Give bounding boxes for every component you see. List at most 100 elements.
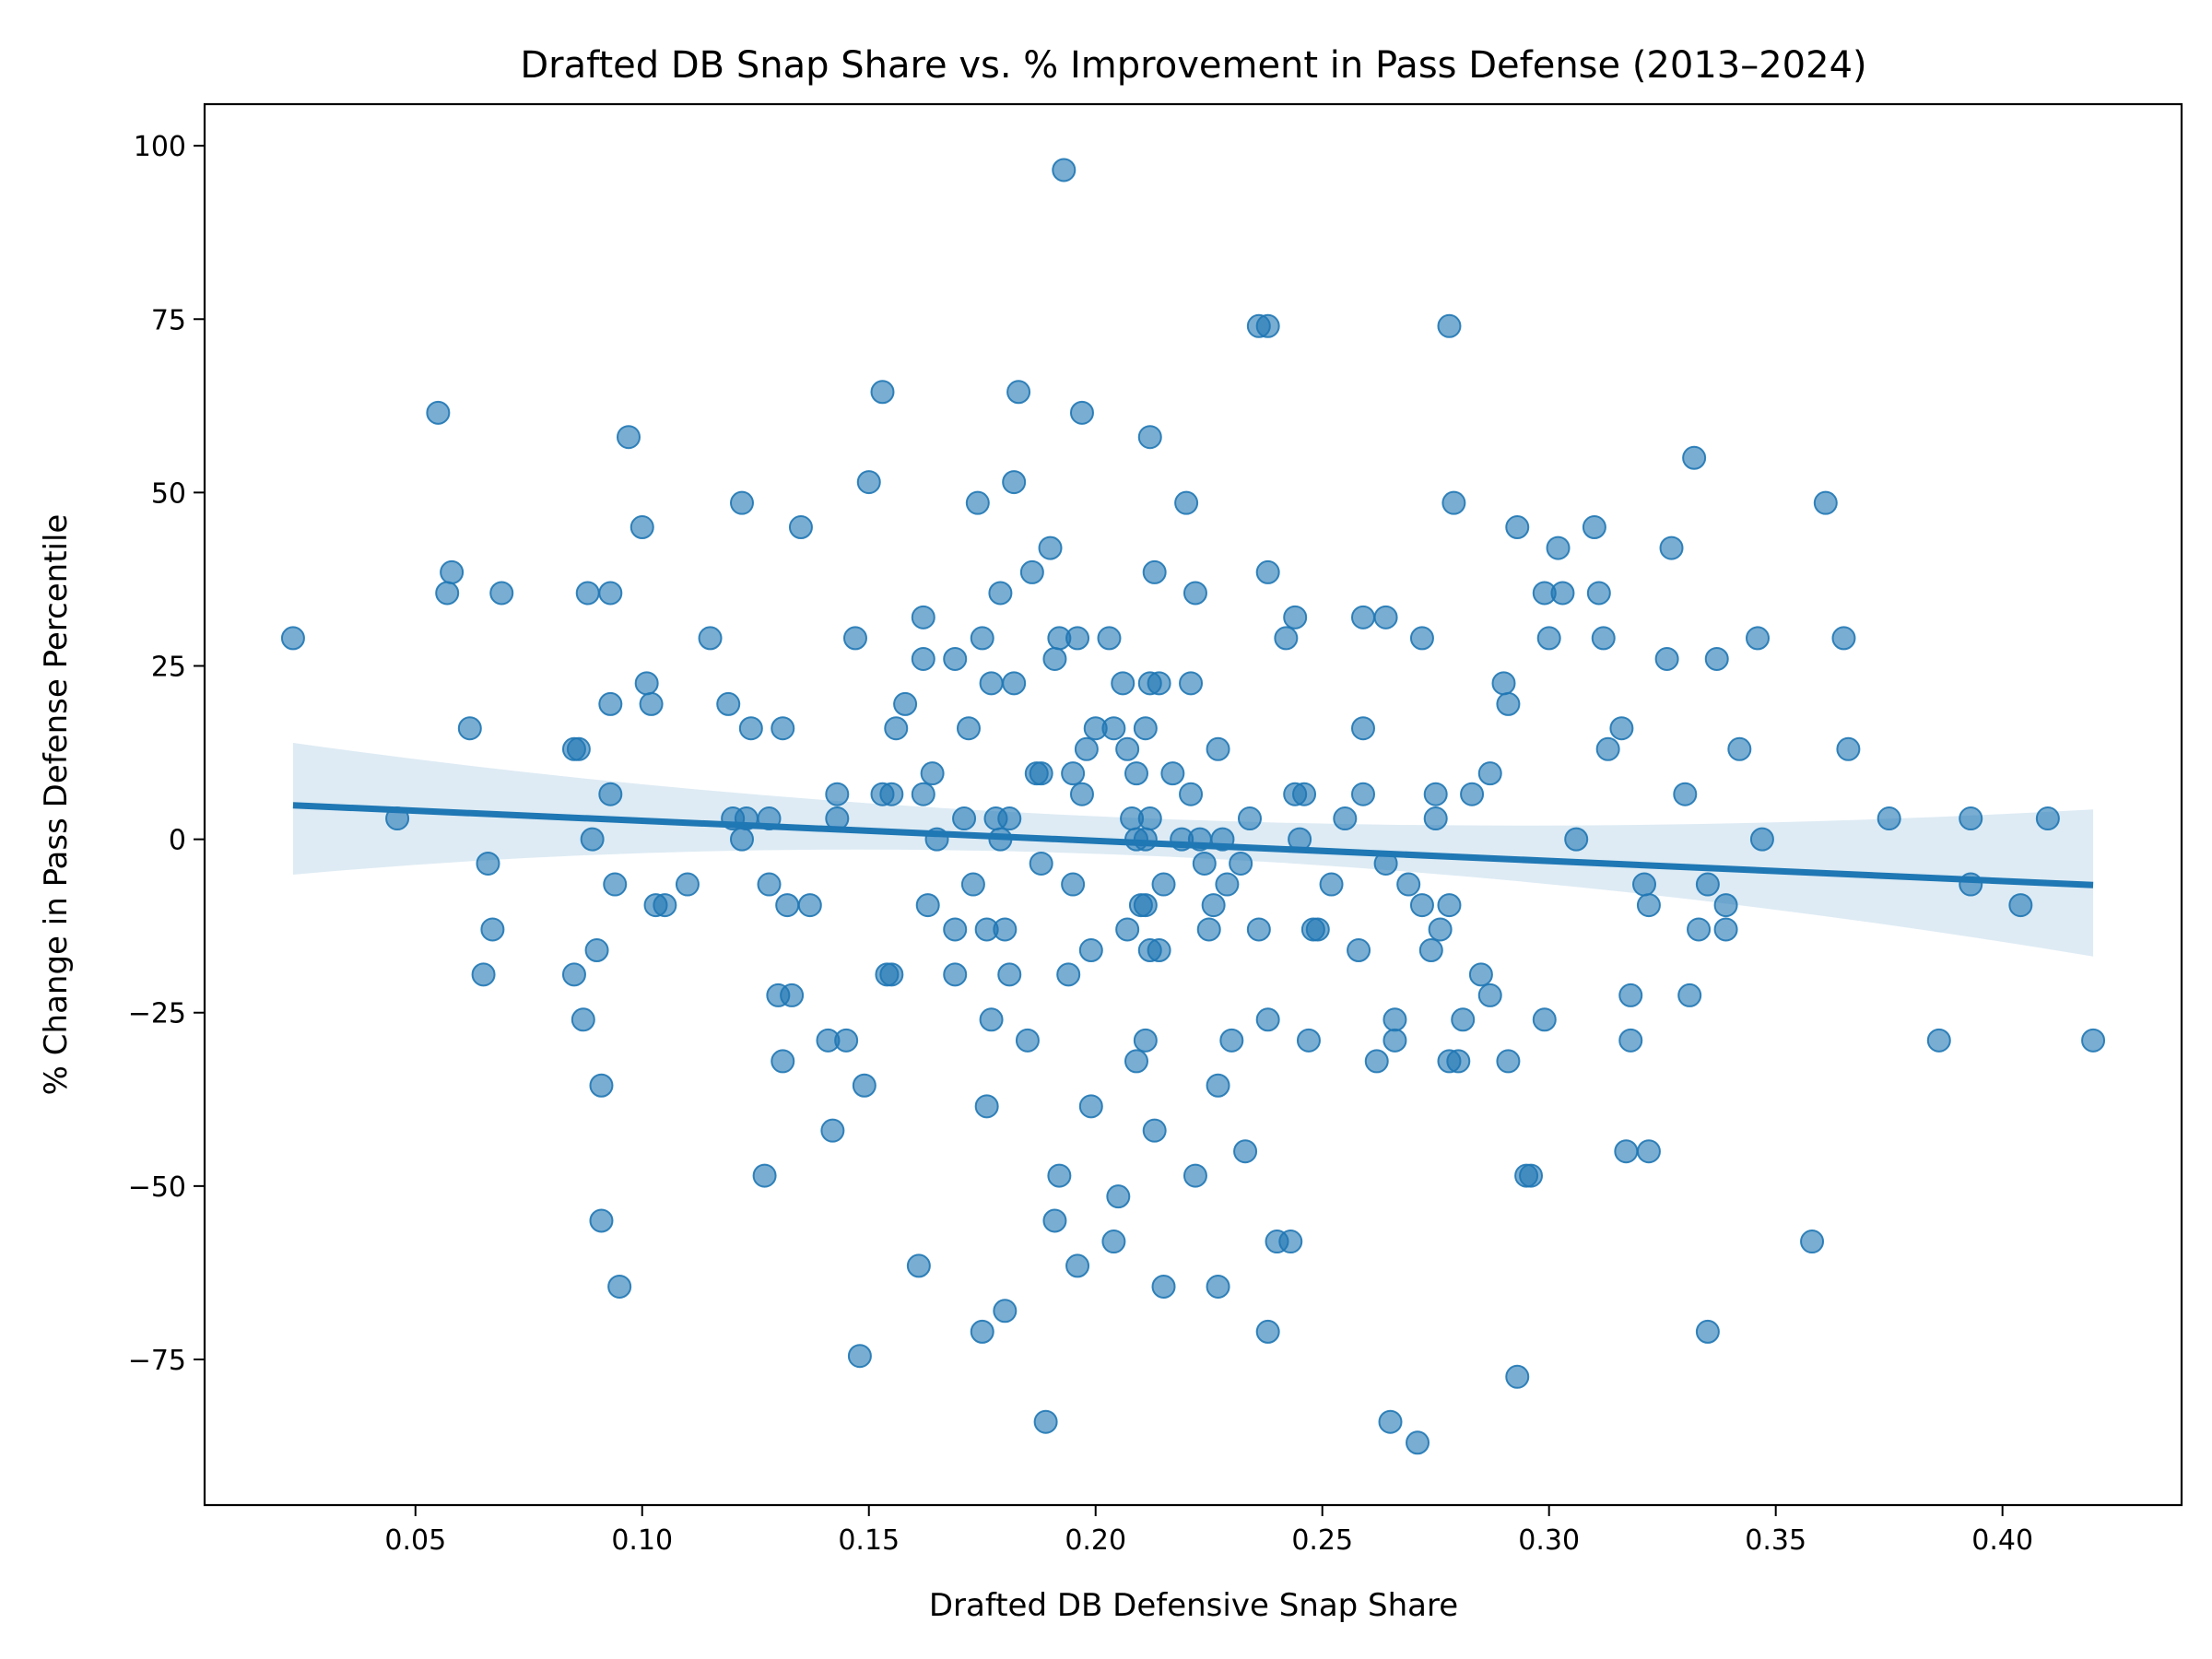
data-point [780, 982, 805, 1007]
data-point [788, 515, 813, 540]
data-point [1174, 490, 1199, 515]
data-point [598, 691, 623, 716]
data-point [1496, 691, 1521, 716]
data-point [1206, 1073, 1230, 1098]
data-point [1496, 1049, 1521, 1074]
data-point [1069, 782, 1094, 806]
data-point [1019, 559, 1044, 584]
data-point [738, 716, 763, 741]
data-point [1137, 806, 1162, 831]
data-point [698, 626, 723, 651]
data-point [1069, 400, 1094, 425]
data-point [1215, 872, 1240, 897]
data-point [1477, 982, 1502, 1007]
data-point [1196, 917, 1221, 942]
x-tick-label: 0.20 [1065, 1524, 1126, 1557]
data-point [1255, 559, 1280, 584]
data-point [1632, 872, 1657, 897]
data-point [852, 1073, 877, 1098]
data-point [729, 827, 754, 852]
data-point [1219, 1028, 1244, 1053]
data-point [280, 626, 305, 651]
data-point [1682, 445, 1707, 470]
data-point [797, 893, 822, 918]
data-point [1292, 782, 1317, 806]
data-point [1142, 559, 1167, 584]
data-point [1065, 1253, 1090, 1278]
x-tick-label: 0.30 [1518, 1524, 1580, 1557]
data-point [1206, 736, 1230, 761]
x-tick-label: 0.10 [611, 1524, 673, 1557]
data-point [1519, 1163, 1544, 1188]
data-point [1002, 671, 1027, 696]
y-tick-label: 0 [169, 825, 186, 857]
data-point [1350, 605, 1375, 629]
data-point [1491, 671, 1516, 696]
data-point [834, 1028, 859, 1053]
data-point [1246, 917, 1271, 942]
data-point [1179, 782, 1204, 806]
data-point [1428, 917, 1453, 942]
data-point [1101, 1230, 1126, 1254]
data-point [997, 962, 1022, 987]
data-point [1106, 1184, 1131, 1209]
data-point [580, 827, 605, 852]
data-point [1296, 1028, 1321, 1053]
data-point [1654, 646, 1679, 671]
data-point [1015, 1028, 1040, 1053]
y-tick-label: 50 [151, 477, 186, 510]
data-point [1713, 917, 1738, 942]
data-point [1151, 1274, 1176, 1299]
data-point [489, 581, 514, 606]
data-point [775, 893, 800, 918]
data-point [956, 716, 981, 741]
data-point [893, 691, 918, 716]
data-point [1147, 938, 1171, 963]
data-point [1006, 380, 1031, 405]
data-point [1274, 626, 1299, 651]
plot-area [280, 158, 2106, 1455]
data-point [906, 1253, 931, 1278]
data-point [629, 515, 654, 540]
data-point [1423, 782, 1448, 806]
data-point [1926, 1028, 1951, 1053]
data-point [1595, 736, 1620, 761]
data-point [1255, 313, 1280, 338]
data-point [476, 851, 500, 876]
data-point [598, 782, 623, 806]
data-point [960, 872, 985, 897]
data-point [607, 1274, 632, 1299]
data-point [757, 872, 782, 897]
data-point [1677, 982, 1702, 1007]
data-point [1056, 962, 1081, 987]
y-tick-label: 25 [151, 652, 186, 684]
data-point [993, 917, 1018, 942]
data-point [1192, 851, 1217, 876]
data-point [884, 716, 909, 741]
data-point [1877, 806, 1901, 831]
data-point [426, 400, 451, 425]
data-point [1800, 1230, 1825, 1254]
data-point [1550, 581, 1575, 606]
data-point [965, 490, 990, 515]
data-point [1078, 938, 1103, 963]
data-point [598, 581, 623, 606]
data-point [1097, 626, 1122, 651]
data-point [911, 646, 935, 671]
data-point [842, 626, 867, 651]
data-point [1350, 716, 1375, 741]
x-tick-label: 0.40 [1971, 1524, 2033, 1557]
data-point [1659, 535, 1684, 560]
data-point [1831, 626, 1856, 651]
data-point [480, 917, 505, 942]
data-point [988, 581, 1013, 606]
data-point [575, 581, 600, 606]
data-point [997, 806, 1022, 831]
data-point [1237, 806, 1262, 831]
data-point [911, 782, 935, 806]
data-point [1029, 761, 1053, 786]
data-point [1206, 1274, 1230, 1299]
data-point [1591, 626, 1616, 651]
data-point [952, 806, 977, 831]
